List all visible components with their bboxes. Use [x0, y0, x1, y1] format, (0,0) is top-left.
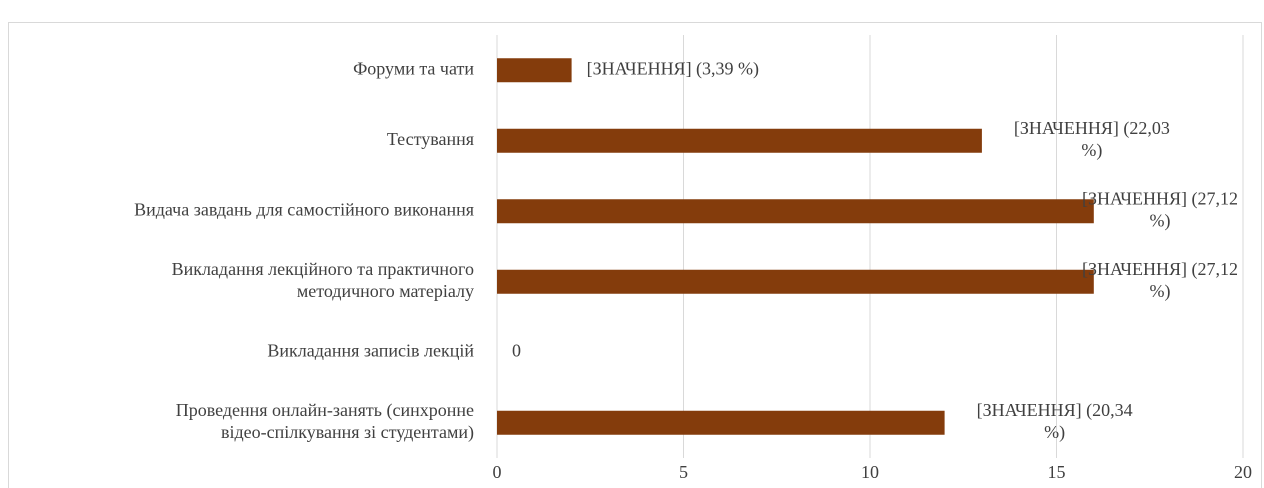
y-tick-label: Викладання лекційного та практичного мето…	[172, 259, 474, 301]
y-tick-label: Форуми та чати	[353, 58, 474, 78]
bar	[497, 410, 945, 435]
x-tick-label: 5	[679, 462, 688, 482]
data-label: [ЗНАЧЕННЯ] (22,03%)	[1014, 118, 1170, 161]
data-label: 0	[512, 340, 521, 360]
x-tick-label: 20	[1234, 462, 1252, 482]
bar	[497, 58, 572, 83]
data-label: [ЗНАЧЕННЯ] (3,39 %)	[587, 58, 759, 79]
y-tick-label: Проведення онлайн-занять (синхронне відео…	[176, 400, 474, 443]
data-label: [ЗНАЧЕННЯ] (27,12%)	[1082, 188, 1238, 231]
x-tick-label: 0	[493, 462, 502, 482]
bar	[497, 128, 982, 153]
bar	[497, 269, 1094, 294]
x-tick-label: 10	[861, 462, 879, 482]
x-tick-label: 15	[1048, 462, 1066, 482]
y-tick-label: Видача завдань для самостійного виконанн…	[134, 199, 474, 219]
y-tick-label: Викладання записів лекцій	[267, 340, 474, 360]
y-tick-label: Тестування	[387, 129, 474, 149]
data-label: [ЗНАЧЕННЯ] (20,34%)	[977, 400, 1133, 443]
data-label: [ЗНАЧЕННЯ] (27,12%)	[1082, 259, 1238, 302]
chart-border	[8, 22, 1262, 488]
bar	[497, 199, 1094, 224]
